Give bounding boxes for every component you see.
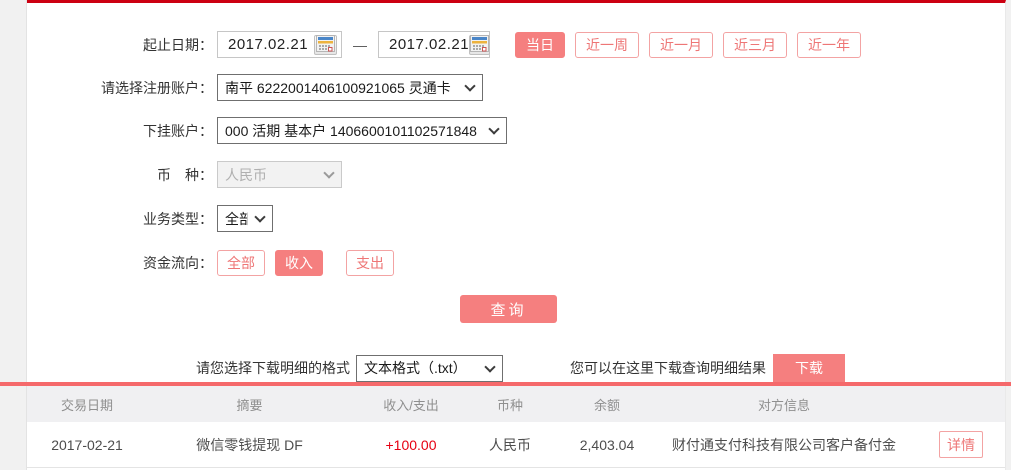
fund-flow-label: 资金流向： bbox=[143, 254, 213, 271]
quick-range-year-button[interactable]: 近一年 bbox=[797, 31, 861, 58]
calendar-icon bbox=[470, 34, 490, 55]
calendar-icon bbox=[316, 34, 335, 55]
header-summary: 摘要 bbox=[236, 397, 263, 413]
register-account-label: 请选择注册账户： bbox=[101, 79, 213, 96]
red-divider bbox=[0, 382, 1011, 386]
header-balance: 余额 bbox=[593, 397, 620, 413]
date-range-separator: — bbox=[353, 36, 367, 53]
end-date-value: 2017.02.21 bbox=[389, 36, 470, 53]
date-range-label: 起止日期： bbox=[143, 36, 213, 53]
sub-account-select[interactable]: 000 活期 基本户 1406600101102571848 bbox=[217, 117, 507, 144]
download-hint: 您可以在这里下载查询明细结果 bbox=[570, 360, 766, 376]
row-summary: 微信零钱提现 DF bbox=[196, 436, 303, 453]
header-currency: 币种 bbox=[496, 397, 523, 413]
register-account-select[interactable]: 南平 6222001406100921065 灵通卡 bbox=[217, 74, 483, 101]
date-range-row: 起止日期： 2017.02.21 — bbox=[27, 3, 1005, 58]
end-date-calendar-button[interactable] bbox=[469, 34, 491, 55]
download-button[interactable]: 下载 bbox=[773, 354, 845, 382]
row-date: 2017-02-21 bbox=[51, 436, 123, 453]
table-header: 交易日期 摘要 收入/支出 币种 余额 对方信息 bbox=[27, 386, 1005, 422]
fund-flow-income-button[interactable]: 收入 bbox=[275, 249, 323, 276]
query-button-row: 查询 bbox=[27, 295, 1005, 323]
start-date-value: 2017.02.21 bbox=[228, 36, 309, 53]
fund-flow-row: 资金流向： 全部 收入 支出 bbox=[27, 249, 1005, 276]
quick-range-3months-button[interactable]: 近三月 bbox=[723, 31, 787, 58]
currency-select: 人民币 bbox=[217, 161, 342, 188]
business-type-select[interactable]: 全部 bbox=[217, 205, 273, 232]
row-amount: +100.00 bbox=[385, 436, 437, 453]
row-counterparty: 财付通支付科技有限公司客户备付金 bbox=[672, 436, 896, 453]
download-format-select[interactable]: 文本格式（.txt） bbox=[356, 354, 503, 382]
download-row: 请您选择下载明细的格式 文本格式（.txt） 您可以在这里下载查询明细结果 下载 bbox=[196, 354, 1005, 382]
sub-account-label: 下挂账户： bbox=[143, 122, 213, 139]
currency-row: 币 种： 人民币 bbox=[27, 161, 1005, 188]
download-format-label: 请您选择下载明细的格式 bbox=[196, 360, 350, 376]
currency-label: 币 种： bbox=[157, 166, 213, 183]
header-date: 交易日期 bbox=[60, 397, 113, 413]
business-type-row: 业务类型： 全部 bbox=[27, 205, 1005, 232]
end-date-input[interactable]: 2017.02.21 bbox=[378, 31, 491, 58]
fund-flow-all-button[interactable]: 全部 bbox=[217, 249, 265, 276]
quick-range-week-button[interactable]: 近一周 bbox=[575, 31, 639, 58]
fund-flow-expense-button[interactable]: 支出 bbox=[346, 249, 394, 276]
left-gutter bbox=[0, 0, 27, 470]
register-account-row: 请选择注册账户： 南平 6222001406100921065 灵通卡 bbox=[27, 74, 1005, 101]
business-type-label: 业务类型： bbox=[143, 210, 213, 227]
start-date-input[interactable]: 2017.02.21 bbox=[217, 31, 342, 58]
query-button[interactable]: 查询 bbox=[460, 295, 557, 323]
sub-account-row: 下挂账户： 000 活期 基本户 1406600101102571848 bbox=[27, 117, 1005, 144]
row-balance: 2,403.04 bbox=[579, 436, 635, 453]
table-row: 2017-02-21 微信零钱提现 DF +100.00 人民币 2,403.0… bbox=[27, 422, 1005, 468]
header-amount: 收入/支出 bbox=[383, 397, 439, 413]
quick-range-today-button[interactable]: 当日 bbox=[515, 31, 565, 58]
row-currency: 人民币 bbox=[489, 436, 531, 453]
start-date-calendar-button[interactable] bbox=[314, 34, 337, 55]
header-counterparty: 对方信息 bbox=[757, 397, 810, 413]
quick-range-month-button[interactable]: 近一月 bbox=[649, 31, 713, 58]
detail-button[interactable]: 详情 bbox=[939, 431, 983, 458]
